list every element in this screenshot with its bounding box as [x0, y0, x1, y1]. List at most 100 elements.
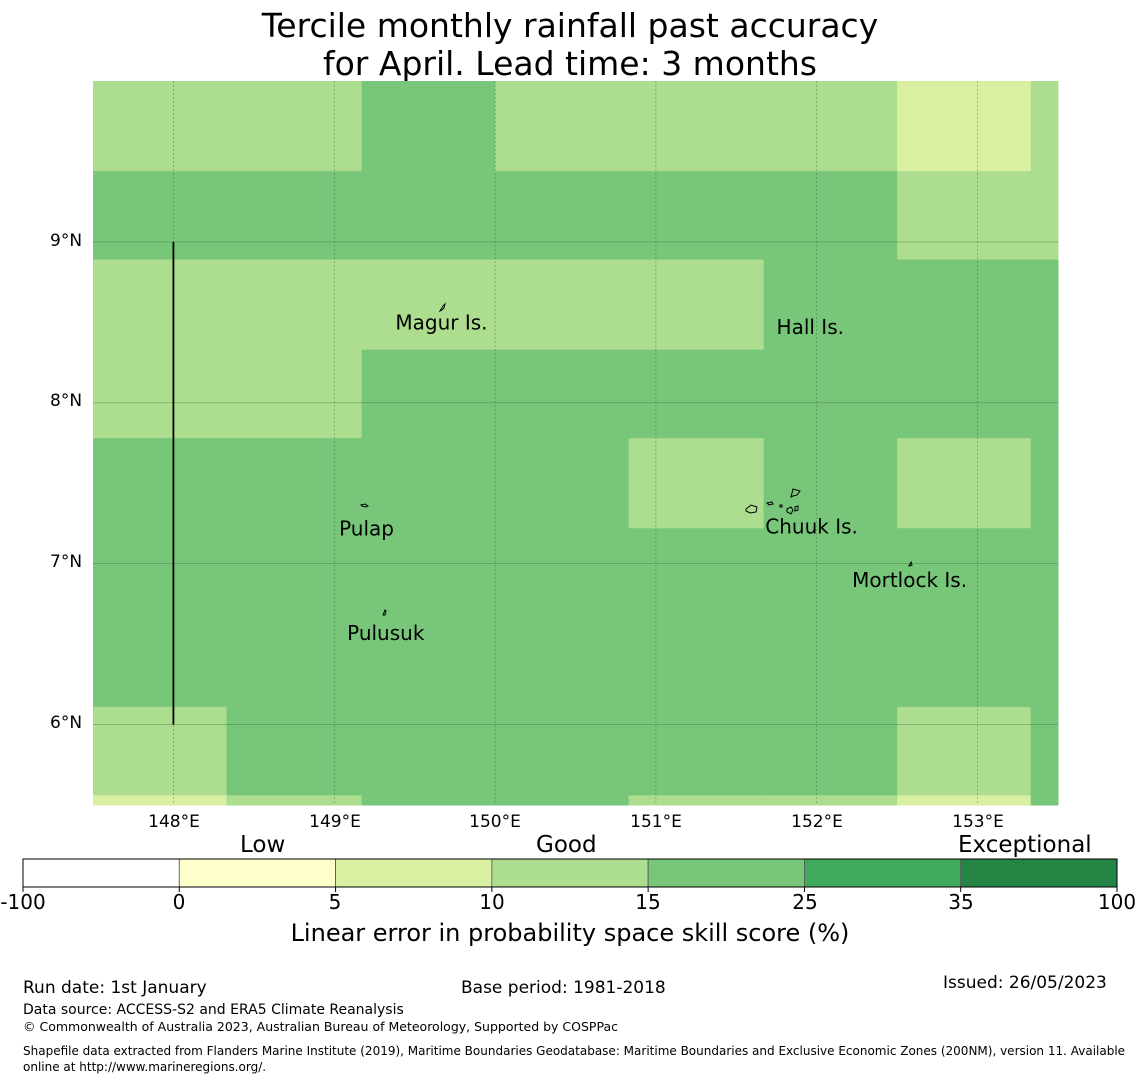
- colorbar-segment: [22, 858, 180, 888]
- colorbar-segment: [960, 858, 1118, 888]
- skill-cell: [226, 616, 363, 708]
- place-label: Hall Is.: [777, 315, 844, 339]
- skill-cell: [361, 616, 496, 708]
- shapefile-credit: Shapefile data extracted from Flanders M…: [23, 1044, 1126, 1075]
- skill-cell: [763, 706, 898, 796]
- skill-cell: [1030, 528, 1059, 618]
- skill-cell: [628, 171, 765, 261]
- lon-tick-150e: 150°E: [469, 812, 521, 832]
- skill-cell: [628, 706, 765, 796]
- skill-cell: [763, 616, 898, 708]
- lon-tick-149e: 149°E: [309, 812, 361, 832]
- issued-date: Issued: 26/05/2023: [943, 973, 1107, 993]
- skill-cell: [495, 528, 630, 618]
- skill-cell: [628, 259, 765, 351]
- skill-cell: [1030, 171, 1059, 261]
- skill-cell: [93, 259, 227, 351]
- skill-cell: [226, 171, 363, 261]
- skill-cell: [226, 81, 363, 172]
- skill-cell: [628, 616, 765, 708]
- skill-cell: [93, 171, 227, 261]
- skill-cell: [495, 616, 630, 708]
- skill-cell: [628, 438, 765, 529]
- skill-cell: [897, 259, 1032, 351]
- skill-cell: [93, 438, 227, 529]
- skill-cell: [93, 81, 227, 172]
- skill-cell: [495, 171, 630, 261]
- skill-cell: [495, 349, 630, 439]
- colorbar-tick: 0: [172, 890, 186, 914]
- island-outline: [360, 503, 369, 508]
- skill-cell: [763, 349, 898, 439]
- island-outline: [790, 488, 801, 498]
- skill-cell: [897, 171, 1032, 261]
- skill-cell: [361, 528, 496, 618]
- lat-tick-7n: 7°N: [50, 552, 83, 572]
- skill-cell: [628, 528, 765, 618]
- colorbar-frame: [22, 858, 1118, 888]
- skill-cell: [897, 795, 1032, 806]
- place-label: Magur Is.: [395, 310, 487, 334]
- skill-cell: [1030, 616, 1059, 708]
- skill-cell: [93, 349, 227, 439]
- skill-cell: [361, 171, 496, 261]
- skill-cell: [628, 81, 765, 172]
- colorbar-segment: [491, 858, 649, 888]
- skill-cell: [897, 616, 1032, 708]
- run-date: Run date: 1st January: [23, 978, 207, 998]
- skill-cell: [93, 616, 227, 708]
- copyright: © Commonwealth of Australia 2023, Austra…: [23, 1019, 618, 1034]
- skill-cell: [226, 438, 363, 529]
- skill-cell: [361, 349, 496, 439]
- colorbar-tick: 15: [635, 890, 661, 914]
- island-outline: [786, 506, 794, 515]
- skill-cell: [897, 349, 1032, 439]
- skill-cell: [226, 349, 363, 439]
- colorbar-segment: [647, 858, 805, 888]
- place-label: Pulap: [339, 516, 394, 540]
- skill-cell: [226, 259, 363, 351]
- legend-category-low: Low: [240, 832, 286, 858]
- colorbar-segment: [178, 858, 336, 888]
- skill-cell: [1030, 795, 1059, 806]
- skill-cell: [763, 259, 898, 351]
- skill-cell: [897, 706, 1032, 796]
- colorbar-tick: -100: [0, 890, 46, 914]
- skill-cell: [897, 81, 1032, 172]
- skill-cell: [1030, 438, 1059, 529]
- skill-cell: [226, 528, 363, 618]
- lon-tick-152e: 152°E: [791, 812, 843, 832]
- skill-cell: [361, 259, 496, 351]
- legend-category-good: Good: [536, 832, 597, 858]
- chart-title-line-1: Tercile monthly rainfall past accuracy: [261, 6, 879, 45]
- place-label: Pulusuk: [347, 621, 425, 645]
- skill-cell: [1030, 349, 1059, 439]
- skill-cell: [1030, 81, 1059, 172]
- skill-cell: [226, 795, 363, 806]
- skill-cell: [361, 81, 496, 172]
- skill-cell: [93, 528, 227, 618]
- lat-tick-6n: 6°N: [50, 713, 83, 733]
- skill-cell: [495, 259, 630, 351]
- lat-tick-8n: 8°N: [50, 391, 83, 411]
- skill-cell: [361, 706, 496, 796]
- place-label: Chuuk Is.: [765, 515, 858, 539]
- skill-cell: [226, 706, 363, 796]
- skill-cell: [763, 171, 898, 261]
- island-outline: [908, 560, 913, 567]
- skill-cell: [1030, 259, 1059, 351]
- island-outline: [779, 504, 783, 508]
- data-source: Data source: ACCESS-S2 and ERA5 Climate …: [23, 1002, 404, 1018]
- skill-cell: [495, 438, 630, 529]
- skill-cell: [763, 81, 898, 172]
- skill-cell: [897, 528, 1032, 618]
- skill-cell: [628, 795, 765, 806]
- colorbar-title: Linear error in probability space skill …: [290, 919, 850, 947]
- skill-cell: [495, 81, 630, 172]
- skill-cell: [1030, 706, 1059, 796]
- lon-tick-151e: 151°E: [630, 812, 682, 832]
- lon-tick-148e: 148°E: [148, 812, 200, 832]
- island-outline: [765, 501, 774, 506]
- island-outline: [382, 609, 387, 616]
